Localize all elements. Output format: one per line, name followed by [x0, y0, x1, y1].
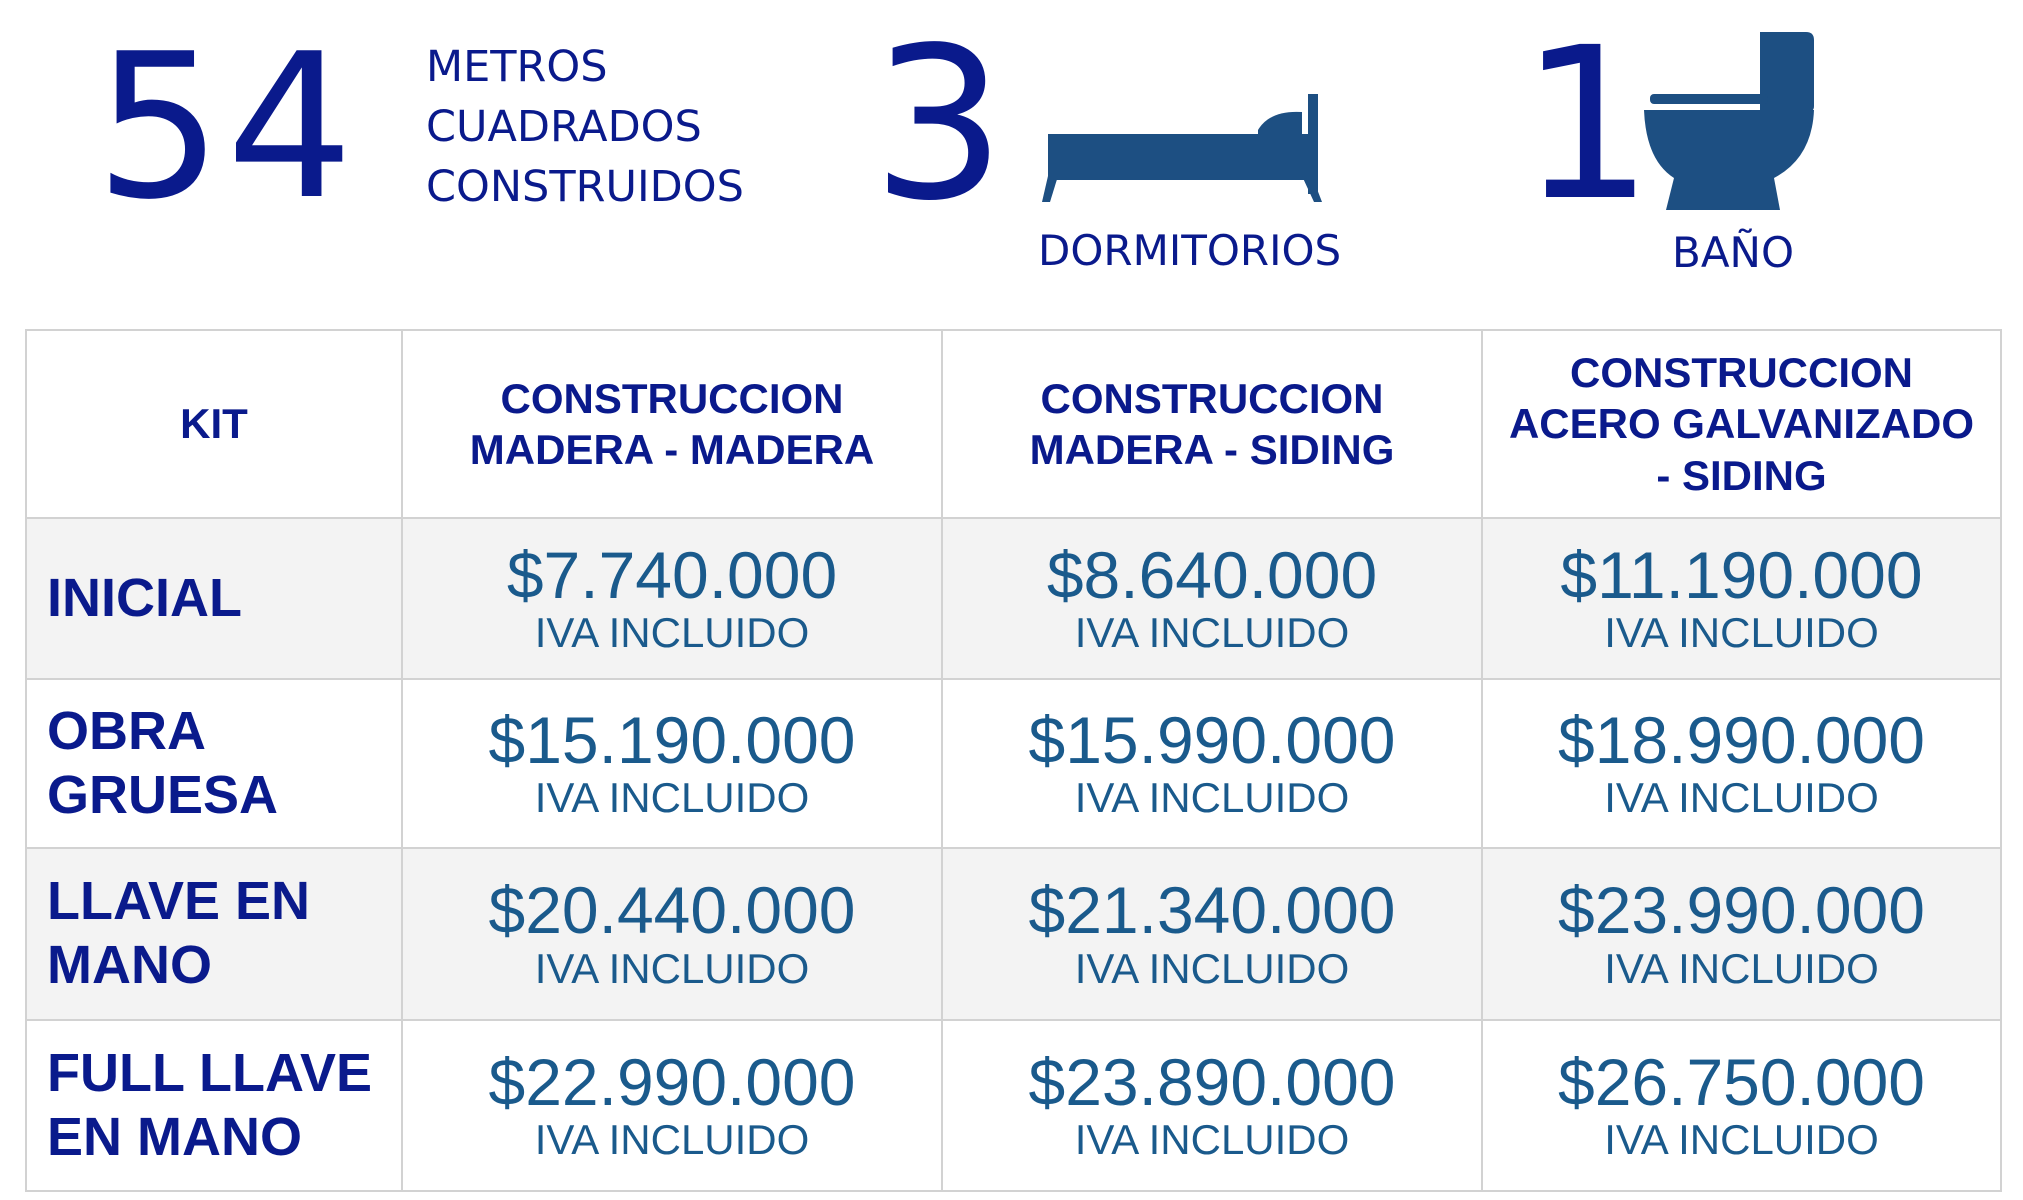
price-note: IVA INCLUIDO — [534, 944, 810, 992]
row-label-line: EN MANO — [47, 1106, 302, 1167]
price-value: $20.440.000 — [488, 873, 856, 948]
price-note: IVA INCLUIDO — [1604, 609, 1879, 657]
price-value: $7.740.000 — [506, 537, 838, 612]
row-label-line: LLAVE EN — [47, 871, 311, 932]
header-line: CONSTRUCCION — [1570, 349, 1913, 397]
price-note: IVA INCLUIDO — [534, 609, 810, 657]
header-line: MADERA - MADERA — [469, 426, 875, 473]
header-madera-madera: CONSTRUCCION MADERA - MADERA — [401, 329, 943, 519]
area-value: 54 — [95, 11, 358, 244]
price-cell: $11.190.000 IVA INCLUIDO — [1481, 517, 2002, 680]
price-cell: $22.990.000 IVA INCLUIDO — [401, 1019, 943, 1192]
price-note: IVA INCLUIDO — [1604, 944, 1879, 992]
bathrooms-label: BAÑO — [1672, 228, 1795, 277]
row-label-llave-en-mano: LLAVE EN MANO — [25, 847, 403, 1021]
row-label-line: MANO — [47, 935, 212, 995]
row-label-line: OBRA — [47, 700, 206, 761]
row-label-obra-gruesa: OBRA GRUESA — [25, 678, 403, 849]
price-value: $26.750.000 — [1557, 1044, 1926, 1119]
price-value: $11.190.000 — [1560, 537, 1923, 612]
row-label-line: INICIAL — [47, 567, 242, 628]
price-cell: $23.890.000 IVA INCLUIDO — [941, 1019, 1483, 1192]
header-line: ACERO GALVANIZADO — [1508, 400, 1975, 448]
price-cell: $26.750.000 IVA INCLUIDO — [1481, 1019, 2002, 1192]
price-table: KIT CONSTRUCCION MADERA - MADERA CONSTRU… — [25, 329, 2002, 1192]
price-note: IVA INCLUIDO — [1074, 1116, 1350, 1164]
price-value: $15.190.000 — [488, 702, 856, 777]
header-line: MADERA - SIDING — [1029, 426, 1395, 473]
table-row: FULL LLAVE EN MANO $22.990.000 IVA INCLU… — [25, 1019, 2002, 1192]
price-cell: $18.990.000 IVA INCLUIDO — [1481, 678, 2002, 849]
area-label: METROS CUADRADOS CONSTRUIDOS — [426, 42, 744, 222]
price-note: IVA INCLUIDO — [1074, 774, 1350, 822]
table-header-row: KIT CONSTRUCCION MADERA - MADERA CONSTRU… — [25, 329, 2002, 519]
area-label-line: METROS — [426, 42, 608, 92]
price-note: IVA INCLUIDO — [534, 774, 810, 822]
header-kit: KIT — [25, 329, 403, 519]
price-cell: $20.440.000 IVA INCLUIDO — [401, 847, 943, 1021]
price-note: IVA INCLUIDO — [1074, 609, 1350, 657]
header-line: CONSTRUCCION — [1040, 374, 1384, 422]
bathrooms-value: 1 — [1520, 2, 1654, 247]
price-note: IVA INCLUIDO — [1604, 1116, 1879, 1164]
price-note: IVA INCLUIDO — [1074, 944, 1350, 992]
bed-icon — [1042, 94, 1322, 202]
price-cell: $15.990.000 IVA INCLUIDO — [941, 678, 1483, 849]
row-label-line: GRUESA — [47, 764, 279, 825]
price-note: IVA INCLUIDO — [534, 1116, 810, 1164]
header-madera-siding: CONSTRUCCION MADERA - SIDING — [941, 329, 1483, 519]
price-cell: $7.740.000 IVA INCLUIDO — [401, 517, 943, 680]
table-row: OBRA GRUESA $15.190.000 IVA INCLUIDO $15… — [25, 678, 2002, 849]
price-value: $23.890.000 — [1028, 1044, 1396, 1119]
bedrooms-label: DORMITORIOS — [1038, 226, 1342, 275]
price-cell: $21.340.000 IVA INCLUIDO — [941, 847, 1483, 1021]
header-acero-siding: CONSTRUCCION ACERO GALVANIZADO - SIDING — [1481, 329, 2002, 519]
header-line: - SIDING — [1656, 451, 1827, 499]
price-value: $15.990.000 — [1028, 702, 1396, 777]
bedrooms-value: 3 — [872, 2, 1006, 247]
price-value: $18.990.000 — [1557, 702, 1926, 777]
area-label-line: CONSTRUIDOS — [426, 162, 744, 212]
row-label-line: FULL LLAVE — [47, 1042, 372, 1103]
row-label-inicial: INICIAL — [25, 517, 403, 680]
header-line: CONSTRUCCION — [500, 374, 844, 422]
price-value: $23.990.000 — [1557, 873, 1926, 948]
price-value: $8.640.000 — [1046, 537, 1378, 612]
toilet-icon — [1644, 32, 1814, 210]
row-label-full-llave-en-mano: FULL LLAVE EN MANO — [25, 1019, 403, 1192]
price-cell: $15.190.000 IVA INCLUIDO — [401, 678, 943, 849]
price-note: IVA INCLUIDO — [1604, 774, 1879, 822]
table-row: INICIAL $7.740.000 IVA INCLUIDO $8.640.0… — [25, 517, 2002, 680]
price-cell: $23.990.000 IVA INCLUIDO — [1481, 847, 2002, 1021]
price-value: $21.340.000 — [1028, 873, 1396, 948]
price-cell: $8.640.000 IVA INCLUIDO — [941, 517, 1483, 680]
area-label-line: CUADRADOS — [426, 102, 702, 152]
price-value: $22.990.000 — [488, 1044, 856, 1119]
table-row: LLAVE EN MANO $20.440.000 IVA INCLUIDO $… — [25, 847, 2002, 1021]
